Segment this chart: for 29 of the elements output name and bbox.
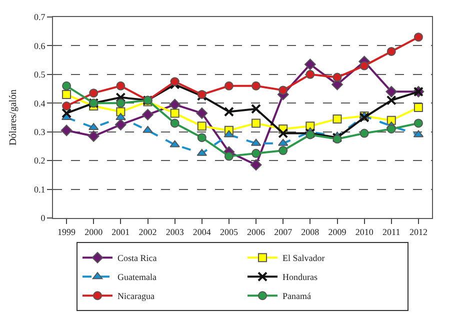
y-axis-title: Dólares/galón: [8, 89, 19, 146]
y-tick-label: 0.3: [34, 127, 46, 138]
x-tick-label: 2001: [112, 226, 130, 237]
x-tick-label: 2004: [192, 226, 212, 237]
legend-label: Nicaragua: [118, 291, 154, 302]
y-tick-label: 0.5: [34, 70, 46, 80]
x-tick-label: 2003: [166, 226, 184, 237]
legend-label: Costa Rica: [118, 253, 157, 264]
legend-label: El Salvador: [282, 253, 325, 264]
x-tick-label: 2006: [247, 226, 266, 237]
x-tick-label: 2009: [328, 226, 347, 237]
y-tick-label: 0.2: [34, 156, 46, 166]
x-tick-label: 2007: [274, 226, 293, 237]
x-tick-label: 2002: [138, 226, 157, 237]
legend-label: Guatemala: [118, 272, 156, 282]
x-tick-label: 1999: [58, 226, 76, 237]
x-tick-label: 2012: [409, 226, 428, 237]
y-tick-label: 0.4: [34, 98, 46, 108]
legend-label: Panamá: [282, 291, 311, 302]
x-tick-label: 2000: [84, 226, 104, 237]
y-tick-label: 0.7: [34, 12, 46, 22]
x-tick-label: 2011: [382, 226, 400, 237]
x-tick-label: 2005: [220, 226, 238, 237]
x-tick-label: 2008: [301, 226, 320, 237]
y-tick-label: 0.1: [34, 184, 46, 194]
y-tick-label: 0.6: [34, 40, 46, 51]
y-tick-label: 0: [40, 213, 46, 224]
legend-label: Honduras: [282, 272, 318, 282]
x-tick-label: 2010: [355, 226, 374, 237]
